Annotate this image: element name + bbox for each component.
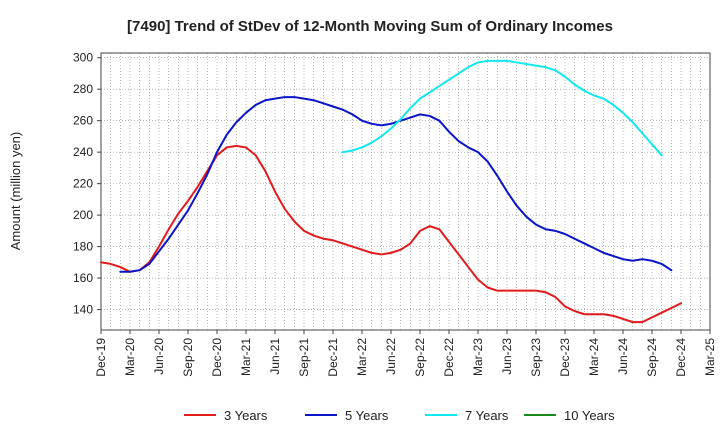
x-tick-label: Sep-21 bbox=[297, 338, 311, 377]
legend-label: 5 Years bbox=[345, 408, 389, 423]
x-ticks: Dec-19 Mar-20 Jun-20 Sep-20 Dec-20 Mar-21 Jun-… bbox=[94, 330, 717, 377]
y-tick-label: 180 bbox=[73, 240, 93, 254]
x-tick-label: Mar-25 bbox=[703, 338, 717, 376]
y-tick-label: 240 bbox=[73, 145, 93, 159]
y-tick-label: 280 bbox=[73, 82, 93, 96]
x-tick-label: Jun-23 bbox=[500, 338, 514, 375]
x-tick-label: Mar-21 bbox=[239, 338, 253, 376]
legend: 3 Years 5 Years 7 Years 10 Years bbox=[184, 408, 615, 423]
series-group bbox=[100, 59, 682, 324]
chart-title: [7490] Trend of StDev of 12-Month Moving… bbox=[127, 18, 613, 35]
x-tick-label: Sep-23 bbox=[529, 338, 543, 377]
x-tick-label: Mar-23 bbox=[471, 338, 485, 376]
series-line-5-years bbox=[119, 96, 673, 273]
x-tick-label: Mar-20 bbox=[123, 338, 137, 376]
x-tick-label: Dec-19 bbox=[94, 338, 108, 377]
x-tick-label: Jun-22 bbox=[384, 338, 398, 375]
x-tick-label: Sep-22 bbox=[413, 338, 427, 377]
x-tick-label: Mar-24 bbox=[587, 338, 601, 376]
x-tick-label: Dec-23 bbox=[558, 338, 572, 377]
y-tick-label: 160 bbox=[73, 271, 93, 285]
x-tick-label: Jun-24 bbox=[616, 338, 630, 375]
legend-label: 10 Years bbox=[564, 408, 615, 423]
y-axis-label: Amount (million yen) bbox=[8, 132, 23, 251]
x-tick-label: Jun-21 bbox=[268, 338, 282, 375]
y-tick-label: 220 bbox=[73, 177, 93, 191]
y-ticks: 140 160 180 200 220 240 260 280 300 bbox=[73, 51, 101, 317]
x-tick-label: Sep-20 bbox=[181, 338, 195, 377]
y-tick-label: 200 bbox=[73, 208, 93, 222]
series-line-3-years bbox=[100, 144, 682, 324]
x-tick-label: Jun-20 bbox=[152, 338, 166, 375]
series-line-7-years bbox=[341, 59, 663, 157]
y-tick-label: 140 bbox=[73, 303, 93, 317]
y-tick-label: 260 bbox=[73, 114, 93, 128]
legend-label: 3 Years bbox=[224, 408, 268, 423]
x-tick-label: Dec-20 bbox=[210, 338, 224, 377]
x-tick-label: Dec-24 bbox=[674, 338, 688, 377]
x-tick-label: Dec-22 bbox=[442, 338, 456, 377]
x-tick-label: Dec-21 bbox=[326, 338, 340, 377]
plot-frame bbox=[100, 52, 711, 331]
legend-label: 7 Years bbox=[465, 408, 509, 423]
x-tick-label: Mar-22 bbox=[355, 338, 369, 376]
grid bbox=[101, 53, 710, 330]
x-tick-label: Sep-24 bbox=[645, 338, 659, 377]
y-tick-label: 300 bbox=[73, 51, 93, 65]
